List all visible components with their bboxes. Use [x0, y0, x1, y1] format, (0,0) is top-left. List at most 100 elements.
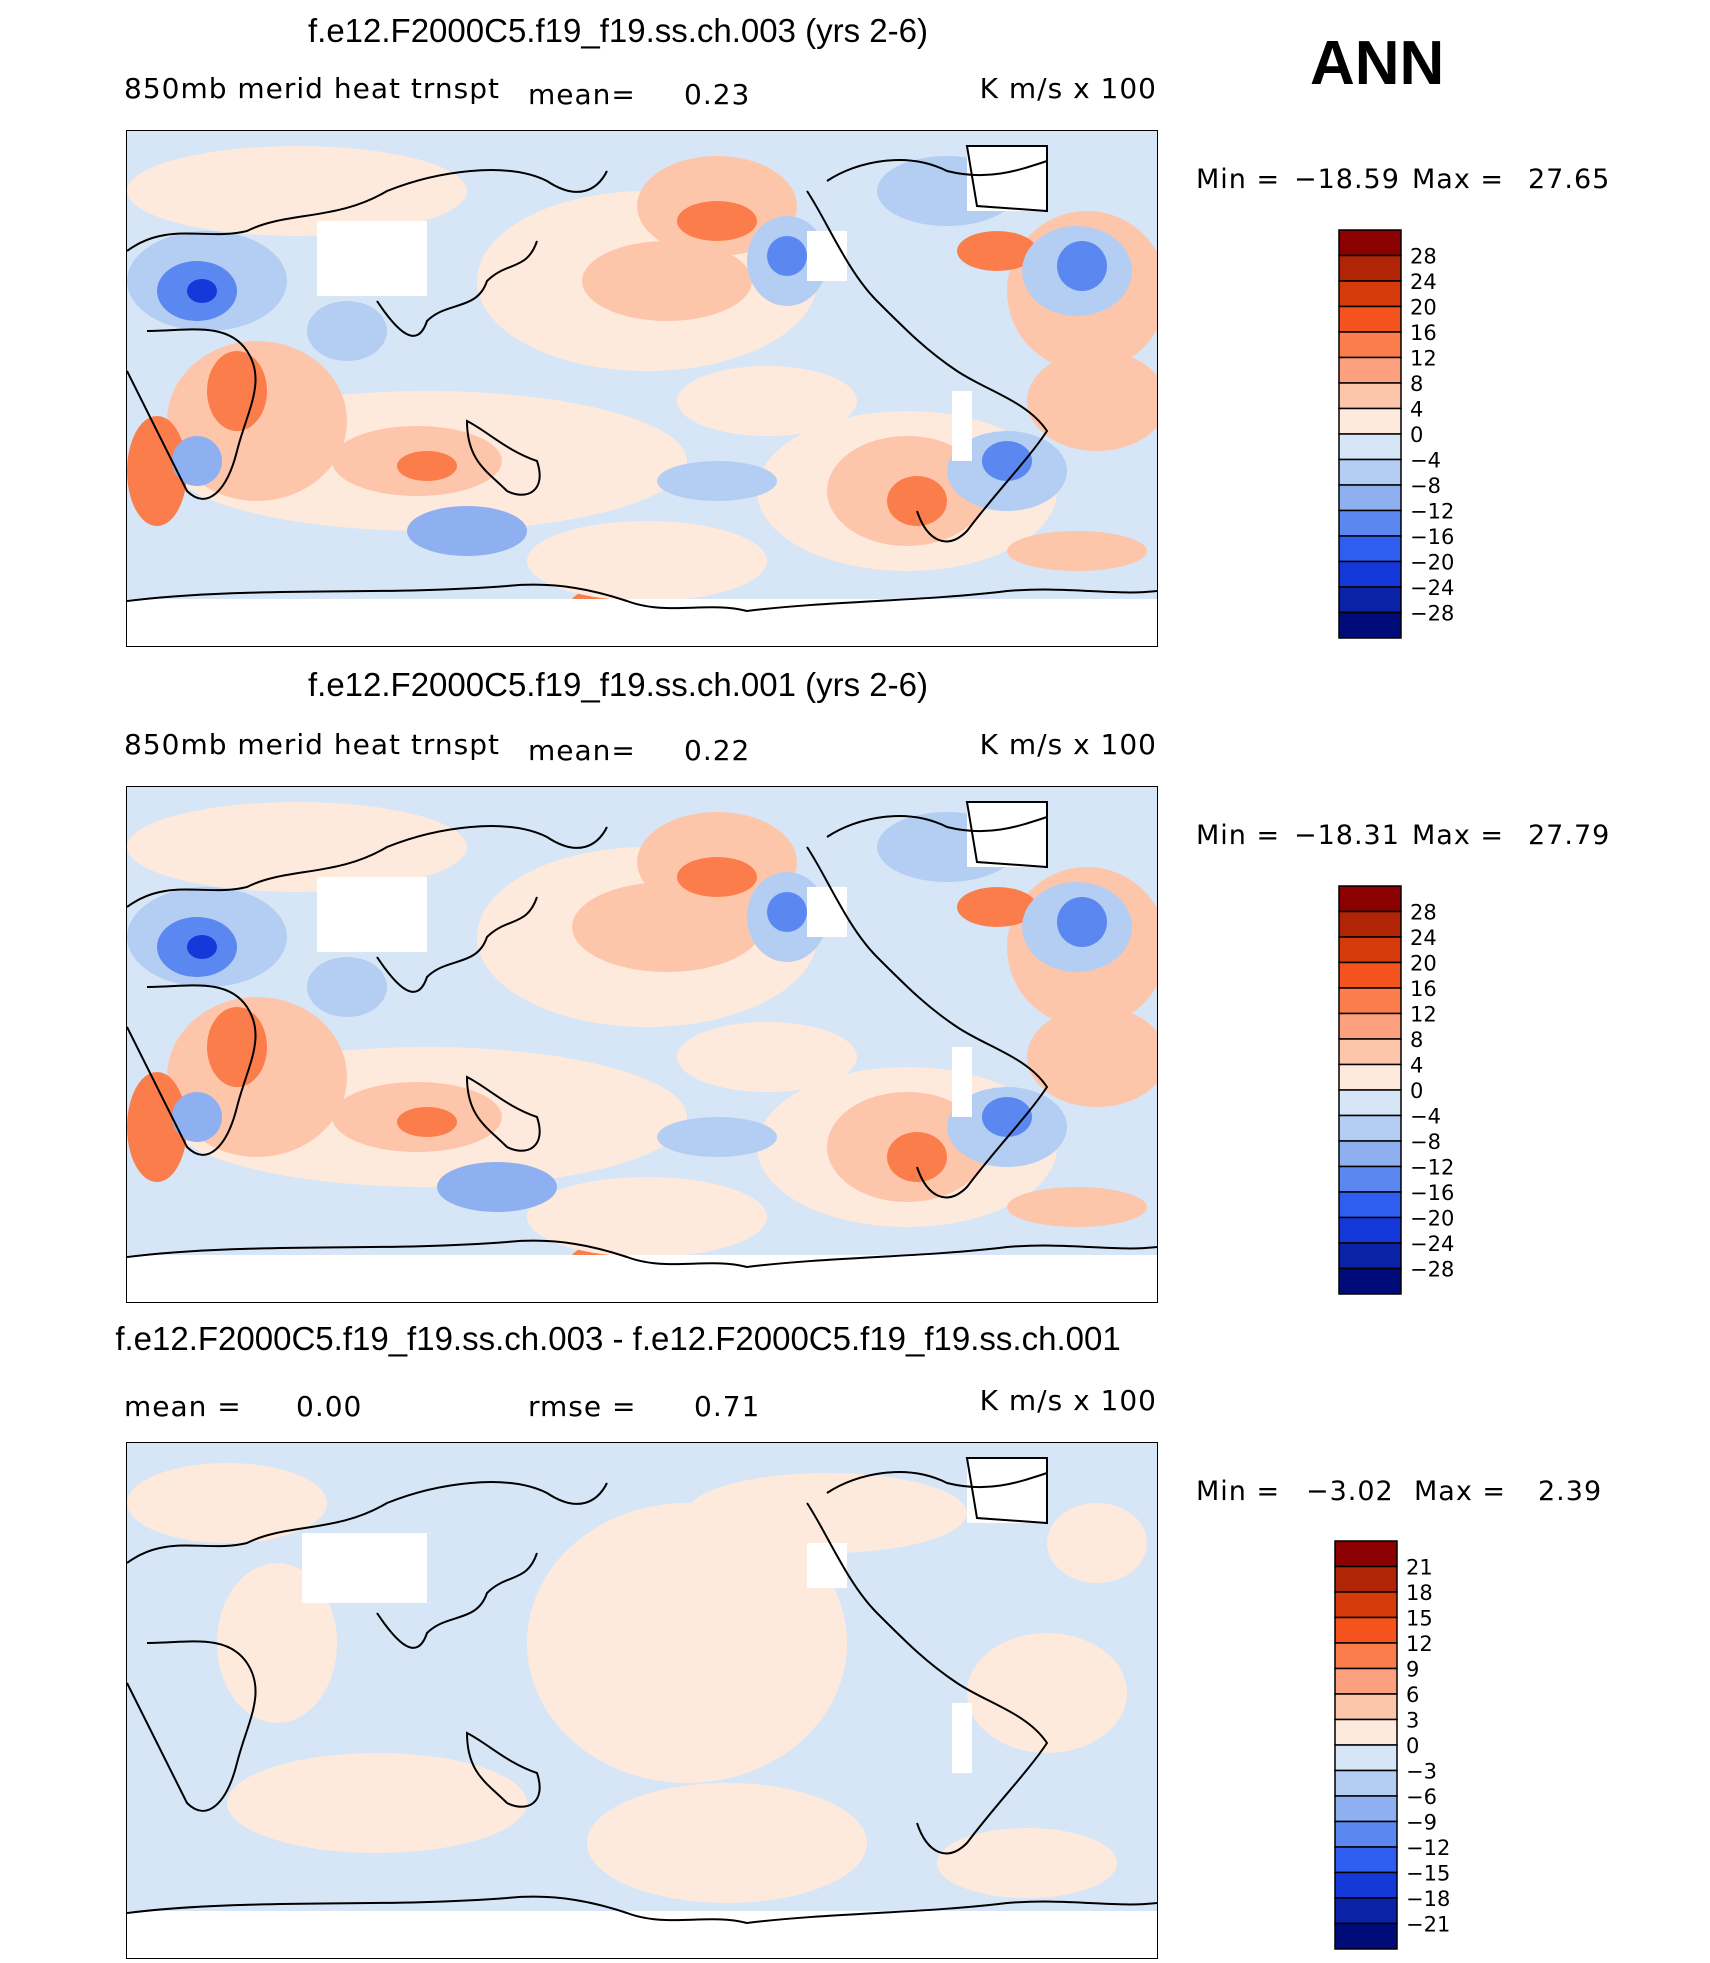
anomaly-contour: [687, 1473, 967, 1553]
panel1-title: f.e12.F2000C5.f19_f19.ss.ch.003 (yrs 2-6…: [307, 12, 928, 49]
panel2-variable-label: 850mb merid heat trnspt: [124, 728, 500, 761]
panel1-masked-regions: [127, 146, 1157, 646]
anomaly-contour: [437, 1162, 557, 1212]
coastline: [965, 1457, 1048, 1525]
anomaly-contour: [957, 231, 1037, 271]
colorbar-swatch: [1338, 586, 1402, 614]
colorbar-tick-label: 4: [1410, 398, 1423, 422]
colorbar-swatch: [1338, 407, 1402, 435]
anomaly-contour: [127, 1072, 187, 1182]
panel2-mean-value: 0.22: [684, 734, 751, 767]
coastline: [127, 1895, 1157, 1925]
masked-region: [317, 221, 427, 296]
panel1-warm-anomalies: [127, 146, 1157, 636]
colorbar-tick-label: 24: [1410, 926, 1437, 950]
anomaly-contour: [677, 366, 857, 436]
masked-region: [967, 802, 1047, 867]
colorbar-swatch: [1338, 356, 1402, 384]
panel3-map-canvas: [127, 1457, 1157, 1958]
colorbar-tick-label: 16: [1410, 321, 1437, 345]
colorbar-swatch: [1338, 1063, 1402, 1091]
panel2-max-label: Max =: [1412, 820, 1505, 851]
colorbar-swatch: [1334, 1795, 1398, 1823]
colorbar-tick-label: −18: [1406, 1887, 1450, 1911]
colorbar-swatch: [1338, 1012, 1402, 1040]
panel3-warm-anomalies: [127, 1463, 1147, 1903]
panel3-max-value: 2.39: [1538, 1476, 1603, 1507]
colorbar-swatch: [1338, 382, 1402, 410]
colorbar-swatch: [1334, 1820, 1398, 1848]
anomaly-contour: [187, 279, 217, 303]
coastline: [127, 328, 257, 500]
panel1-units: K m/s x 100: [979, 72, 1157, 105]
anomaly-contour: [677, 1022, 857, 1092]
panel1-variable-label: 850mb merid heat trnspt: [124, 72, 500, 105]
anomaly-contour: [967, 1633, 1127, 1753]
coastline: [376, 1552, 538, 1649]
colorbar-tick-label: −16: [1410, 525, 1454, 549]
coastline: [465, 1075, 541, 1152]
anomaly-contour: [1007, 1187, 1147, 1227]
colorbar-swatch: [1338, 1216, 1402, 1244]
colorbar-swatch: [1338, 560, 1402, 588]
colorbar-swatch: [1334, 1846, 1398, 1874]
masked-region: [807, 231, 847, 281]
panel2-min-label: Min =: [1196, 820, 1281, 851]
colorbar-swatch: [1334, 1540, 1398, 1568]
colorbar-tick-label: 28: [1410, 901, 1437, 925]
panel3-rmse-value: 0.71: [694, 1390, 761, 1423]
anomaly-contour: [207, 351, 267, 431]
panel2-map-canvas: [127, 801, 1157, 1302]
panel1-mean-value: 0.23: [684, 78, 751, 111]
colorbar-tick-label: −28: [1410, 1258, 1454, 1282]
colorbar-swatch: [1338, 305, 1402, 333]
panel3-masked-regions: [127, 1458, 1157, 1958]
colorbar-tick-label: 0: [1406, 1734, 1419, 1758]
panel2-warm-anomalies: [127, 802, 1157, 1292]
masked-region: [127, 599, 1157, 646]
colorbar-swatch: [1338, 484, 1402, 512]
panel2-title: f.e12.F2000C5.f19_f19.ss.ch.001 (yrs 2-6…: [307, 666, 928, 703]
coastline: [127, 1640, 257, 1812]
masked-region: [967, 146, 1047, 211]
coastline: [127, 825, 608, 908]
anomaly-contour: [677, 201, 757, 241]
coastline: [806, 1502, 1049, 1855]
colorbar-swatch: [1338, 509, 1402, 537]
panel3-mean-value: 0.00: [296, 1390, 363, 1423]
colorbar-swatch: [1338, 331, 1402, 359]
masked-region: [967, 1458, 1047, 1523]
anomaly-contour: [527, 1503, 847, 1783]
panel3-max-label: Max =: [1414, 1476, 1507, 1507]
colorbar-tick-label: 0: [1410, 423, 1423, 447]
anomaly-contour: [767, 236, 807, 276]
panel1-map-canvas: [127, 145, 1157, 646]
colorbar-tick-label: 24: [1410, 270, 1437, 294]
panel3-min-value: −3.02: [1306, 1476, 1394, 1507]
anomaly-contour: [127, 802, 467, 892]
anomaly-contour: [227, 1753, 527, 1853]
colorbar-tick-label: −8: [1410, 1130, 1441, 1154]
colorbar-swatch: [1334, 1642, 1398, 1670]
panel2-mean-label: mean=: [528, 734, 636, 767]
colorbar-tick-label: −3: [1406, 1760, 1437, 1784]
colorbar-tick-label: −4: [1410, 449, 1441, 473]
colorbar-tick-label: −24: [1410, 576, 1454, 600]
colorbar-tick-label: 28: [1410, 245, 1437, 269]
anomaly-contour: [127, 416, 187, 526]
colorbar-tick-label: 16: [1410, 977, 1437, 1001]
panel1-min-value: −18.59: [1294, 164, 1400, 195]
masked-region: [952, 1047, 972, 1117]
coastline: [127, 984, 257, 1156]
panel2-colorbar: 28 24 20 16 12 8 4 0 −4 −8 −12 −16 −20 −24 −28: [1338, 885, 1478, 1295]
colorbar-tick-label: 8: [1410, 1028, 1423, 1052]
coastline: [965, 145, 1048, 213]
colorbar-swatch: [1338, 254, 1402, 282]
colorbar-tick-label: 20: [1410, 952, 1437, 976]
panel1-cool-anomalies: [127, 156, 1132, 631]
colorbar-swatch: [1338, 1165, 1402, 1193]
anomaly-contour: [887, 1132, 947, 1182]
anomaly-contour: [1027, 351, 1157, 451]
panel1-min-label: Min =: [1196, 164, 1281, 195]
